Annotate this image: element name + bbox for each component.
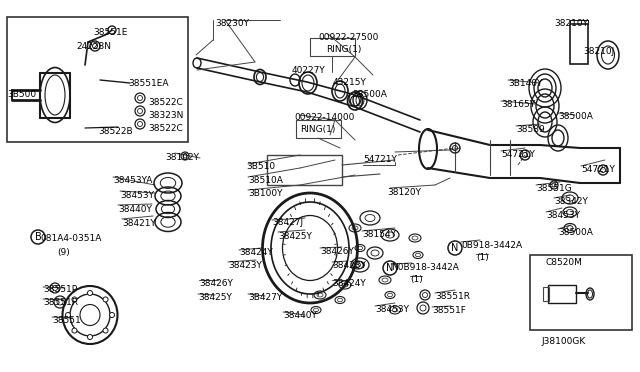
Text: 38210Y: 38210Y [554, 19, 588, 28]
Text: B: B [35, 232, 42, 242]
Text: 38426Y: 38426Y [199, 279, 233, 288]
Text: 54721Y: 54721Y [363, 155, 397, 164]
Text: 3B100Y: 3B100Y [248, 189, 282, 198]
Text: 38425Y: 38425Y [198, 293, 232, 302]
Bar [296, 120, 341, 138]
Text: C8520M: C8520M [546, 258, 583, 267]
Circle shape [103, 328, 108, 333]
Text: 38424Y: 38424Y [239, 248, 273, 257]
Text: 38551F: 38551F [432, 306, 466, 315]
Text: 38500A: 38500A [558, 112, 593, 121]
Text: 081A4-0351A: 081A4-0351A [40, 234, 101, 243]
Text: 38551EA: 38551EA [128, 79, 168, 88]
Text: 38165Y: 38165Y [501, 100, 535, 109]
Text: 38551R: 38551R [43, 298, 78, 307]
Text: 38453Y: 38453Y [120, 191, 154, 200]
Circle shape [72, 297, 77, 302]
Text: 24228N: 24228N [76, 42, 111, 51]
Text: 00922-14000: 00922-14000 [294, 113, 355, 122]
Text: 38440Y: 38440Y [118, 205, 152, 214]
Bar [267, 155, 342, 185]
Text: 38423Y: 38423Y [228, 261, 262, 270]
Text: 00922-27500: 00922-27500 [318, 33, 378, 42]
Text: 54721Y: 54721Y [581, 165, 615, 174]
Text: RING(1): RING(1) [300, 125, 335, 134]
Text: 40227Y: 40227Y [292, 66, 326, 75]
Circle shape [88, 334, 93, 340]
Circle shape [103, 297, 108, 302]
Text: 38440Y: 38440Y [283, 311, 317, 320]
Text: 38453YA: 38453YA [113, 176, 152, 185]
Circle shape [65, 312, 70, 317]
Text: 38453Y: 38453Y [375, 305, 409, 314]
Text: N: N [387, 263, 394, 273]
Text: 38522C: 38522C [148, 98, 183, 107]
Text: N: N [451, 243, 459, 253]
Text: 38426Y: 38426Y [320, 247, 354, 256]
Bar [310, 38, 355, 56]
Text: 38551G: 38551G [536, 184, 572, 193]
Text: (1): (1) [410, 275, 423, 284]
Text: 54721Y: 54721Y [501, 150, 535, 159]
Text: 38500A: 38500A [558, 228, 593, 237]
Text: 0B918-3442A: 0B918-3442A [461, 241, 522, 250]
Circle shape [88, 291, 93, 295]
Text: 38551P: 38551P [43, 285, 77, 294]
Text: 38551: 38551 [52, 316, 81, 325]
Text: (9): (9) [57, 248, 70, 257]
Text: 38510A: 38510A [248, 176, 283, 185]
Text: 38423Y: 38423Y [332, 261, 366, 270]
Text: N0B918-3442A: N0B918-3442A [391, 263, 459, 272]
Text: 38522C: 38522C [148, 124, 183, 133]
Text: 43215Y: 43215Y [333, 78, 367, 87]
Text: 38210J: 38210J [583, 47, 614, 56]
Text: 38551E: 38551E [93, 28, 127, 37]
Text: 38342Y: 38342Y [554, 197, 588, 206]
Text: 38551R: 38551R [435, 292, 470, 301]
Text: 38427J: 38427J [272, 218, 303, 227]
Bar [530, 255, 632, 330]
Circle shape [72, 328, 77, 333]
Bar [548, 285, 576, 303]
Text: 38120Y: 38120Y [387, 188, 421, 197]
Circle shape [109, 312, 115, 317]
Text: 38453Y: 38453Y [546, 211, 580, 220]
Text: RING(1): RING(1) [326, 45, 362, 54]
Text: 3B140Y: 3B140Y [508, 79, 542, 88]
Text: 38425Y: 38425Y [278, 232, 312, 241]
Text: 38102Y: 38102Y [165, 153, 199, 162]
Text: 38154Y: 38154Y [362, 230, 396, 239]
Text: 3B510: 3B510 [246, 162, 275, 171]
Bar [7, 17, 188, 142]
Bar [570, 24, 588, 64]
Text: 3B500: 3B500 [7, 90, 36, 99]
Text: 38323N: 38323N [148, 111, 184, 120]
Text: 38589: 38589 [516, 125, 545, 134]
Text: 38522B: 38522B [98, 127, 132, 136]
Text: J38100GK: J38100GK [541, 337, 585, 346]
Text: (1): (1) [476, 253, 489, 262]
Bar [543, 287, 549, 301]
Text: 38500A: 38500A [352, 90, 387, 99]
Text: 38230Y: 38230Y [215, 19, 249, 28]
Text: 38421Y: 38421Y [122, 219, 156, 228]
Text: 3B427Y: 3B427Y [248, 293, 282, 302]
Text: 38424Y: 38424Y [332, 279, 365, 288]
